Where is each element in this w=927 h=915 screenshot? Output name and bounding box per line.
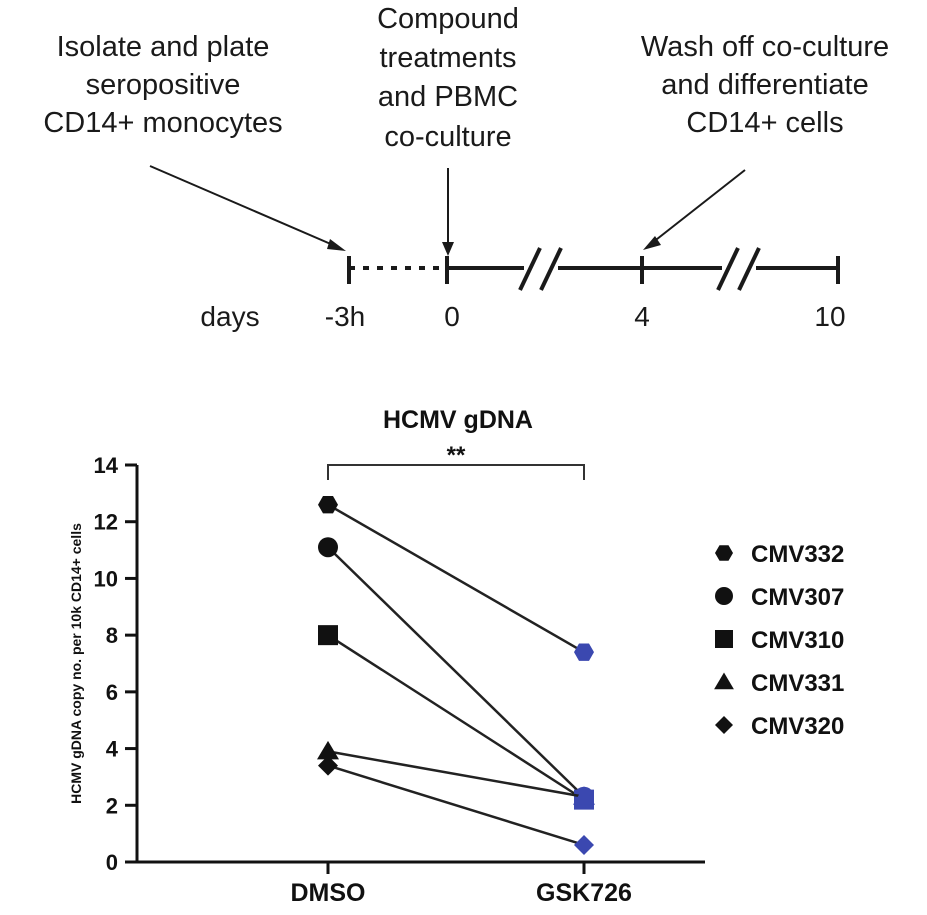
legend-label-cmv332: CMV332 (751, 541, 844, 568)
step-1-arrow (149, 165, 341, 249)
point-cmv331-gsk726 (573, 786, 595, 805)
y-tick-label-0: 0 (106, 850, 118, 875)
step-2-arrowhead (442, 242, 454, 256)
step-3-line-2: and differentiate (661, 69, 868, 101)
legend-label-cmv331: CMV331 (751, 670, 844, 697)
timeline-unit-label: days (200, 301, 259, 332)
point-cmv331-dmso (317, 740, 339, 760)
step-3-arrow (651, 169, 746, 244)
chart-title: HCMV gDNA (383, 406, 533, 434)
series-cmv320 (318, 755, 594, 855)
step-2-line-3: and PBMC (378, 81, 518, 113)
paired-series (317, 496, 595, 855)
step-1-line-3: CD14+ monocytes (43, 107, 282, 139)
legend-marker-cmv307 (715, 587, 733, 605)
series-line-cmv332 (327, 503, 585, 654)
legend-marker-cmv332 (715, 545, 733, 561)
x-ticks: DMSO GSK726 (291, 862, 632, 907)
legend-item-cmv307: CMV307 (715, 584, 844, 611)
bracket-line (327, 464, 585, 480)
legend-item-cmv332: CMV332 (715, 541, 844, 568)
step-1-line-2: seropositive (86, 69, 241, 101)
series-cmv331 (317, 740, 595, 805)
step-3-line-1: Wash off co-culture (641, 31, 889, 63)
timeline-tick-label-0: 0 (444, 301, 460, 332)
timeline-tick-label-4: 4 (634, 301, 650, 332)
point-cmv320-dmso (318, 755, 338, 776)
step-2-line-2: treatments (380, 42, 517, 74)
point-cmv332-gsk726 (574, 643, 594, 661)
step-1-line-1: Isolate and plate (57, 31, 270, 63)
series-cmv310 (318, 625, 594, 810)
significance-bracket: ** (327, 442, 585, 480)
point-cmv332-dmso (318, 496, 338, 514)
legend-item-cmv310: CMV310 (715, 627, 844, 654)
y-ticks: 0 2 4 6 8 10 12 14 (94, 453, 137, 875)
legend-marker-cmv310 (715, 630, 733, 648)
y-tick-label-4: 4 (106, 737, 119, 762)
legend-marker-cmv331 (714, 672, 734, 690)
step-2-line-1: Compound (377, 3, 519, 35)
y-tick-label-2: 2 (106, 793, 118, 818)
series-line-cmv307 (327, 546, 585, 798)
step-1-arrowhead (327, 239, 346, 251)
axis-break-2b (737, 247, 761, 291)
y-tick-label-6: 6 (106, 680, 118, 705)
y-tick-label-8: 8 (106, 623, 118, 648)
significance-label: ** (447, 442, 466, 469)
legend-item-cmv331: CMV331 (714, 670, 844, 697)
axis-break-1b (539, 247, 563, 291)
x-tick-label-dmso: DMSO (291, 879, 366, 907)
step-3-line-3: CD14+ cells (686, 107, 843, 139)
legend-label-cmv310: CMV310 (751, 627, 844, 654)
axis-break-2a (716, 247, 740, 291)
series-line-cmv310 (327, 634, 585, 801)
timeline-schematic: Isolate and plate seropositive CD14+ mon… (43, 3, 889, 332)
legend-item-cmv320: CMV320 (715, 713, 844, 740)
legend-label-cmv307: CMV307 (751, 584, 844, 611)
series-cmv332 (318, 496, 594, 661)
x-tick-label-gsk726: GSK726 (536, 879, 632, 907)
timeline-tick-label-minus3h: -3h (325, 301, 365, 332)
axis-break-1a (518, 247, 542, 291)
point-cmv320-gsk726 (574, 834, 594, 855)
y-tick-label-12: 12 (94, 510, 118, 535)
series-line-cmv320 (327, 764, 585, 847)
y-axis-label: HCMV gDNA copy no. per 10k CD14+ cells (68, 523, 84, 804)
y-tick-label-14: 14 (94, 453, 119, 478)
step-2-line-4: co-culture (384, 121, 511, 153)
hcmv-gdna-chart: HCMV gDNA HCMV gDNA copy no. per 10k CD1… (68, 406, 844, 907)
step-3-arrowhead (643, 236, 661, 250)
y-tick-label-10: 10 (94, 566, 118, 591)
legend-label-cmv320: CMV320 (751, 713, 844, 740)
legend-marker-cmv320 (715, 716, 733, 734)
legend: CMV332 CMV307 CMV310 CMV331 CMV320 (714, 541, 844, 740)
point-cmv307-dmso (318, 537, 338, 558)
point-cmv310-dmso (318, 625, 338, 646)
series-line-cmv331 (327, 750, 585, 799)
timeline-tick-label-10: 10 (814, 301, 845, 332)
